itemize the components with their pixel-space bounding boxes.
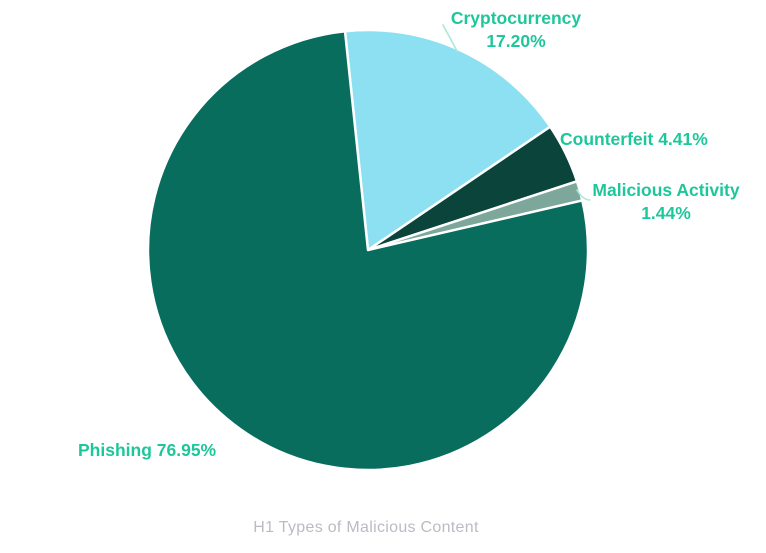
label-counterfeit: Counterfeit 4.41% bbox=[560, 128, 708, 151]
chart-title: H1 Types of Malicious Content bbox=[253, 519, 479, 536]
label-cryptocurrency-name: Cryptocurrency bbox=[450, 8, 582, 28]
label-counterfeit-name: Counterfeit bbox=[560, 129, 654, 149]
label-phishing: Phishing 76.95% bbox=[78, 439, 216, 462]
label-malicious-activity-name: Malicious Activity bbox=[592, 180, 740, 200]
pie-slice-phishing bbox=[146, 29, 590, 472]
label-malicious-activity: Malicious Activity 1.44% bbox=[585, 179, 747, 225]
label-cryptocurrency: Cryptocurrency 17.20% bbox=[437, 7, 595, 53]
label-phishing-name: Phishing bbox=[78, 440, 152, 460]
leader-line-cryptocurrency bbox=[442, 24, 458, 52]
pie-slice-cryptocurrency bbox=[343, 28, 552, 252]
label-counterfeit-value: 4.41% bbox=[658, 129, 708, 149]
leader-line-malicious-activity bbox=[576, 189, 591, 201]
pie-slices-group bbox=[146, 28, 590, 472]
label-cryptocurrency-value: 17.20% bbox=[486, 31, 546, 51]
label-malicious-activity-value: 1.44% bbox=[641, 203, 691, 223]
label-phishing-value: 76.95% bbox=[156, 440, 217, 460]
